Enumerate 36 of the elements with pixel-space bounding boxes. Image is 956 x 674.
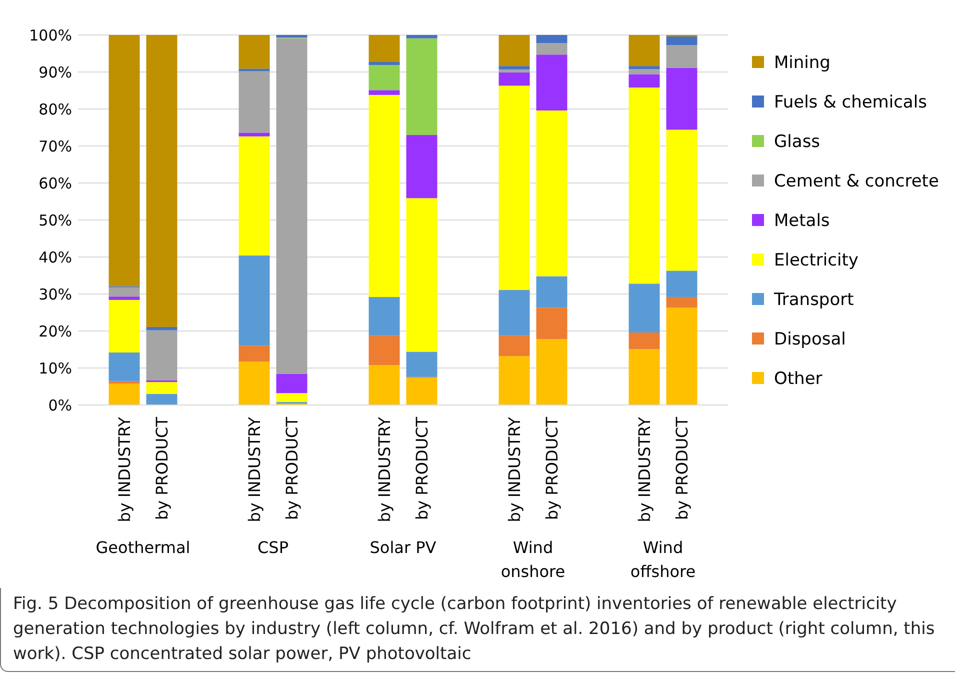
text: CSP [258,538,289,557]
legend-label: Other [774,368,822,389]
x-tick-label: by INDUSTRY [504,416,524,522]
y-tick-label: 20% [38,322,72,340]
legend-label: Mining [774,52,830,73]
legend-label: Disposal [774,329,846,350]
x-tick-label: by INDUSTRY [374,416,394,522]
y-tick-label: 10% [38,359,72,378]
text: Wind offshore [630,538,696,581]
legend-label: Glass [774,132,820,152]
x-tick-label: by PRODUCT [152,416,172,520]
text: Geothermal [96,538,190,557]
y-tick-label: 40% [38,248,72,266]
legend-label: Electricity [774,250,858,270]
y-tick-label: 0% [48,396,72,414]
y-tick-label: 50% [38,211,72,230]
y-tick-label: 80% [38,100,72,118]
x-tick-label: by INDUSTRY [114,416,134,522]
caption: Fig. 5 Decomposition of greenhouse gas life cycle (carbon footprint) inventories of renewable electricity generation technologies by industry (left column, cf. Wolfram et al. 2016) and by product (right column, this work). CSP concentrated solar power, PV photovoltaic [0,588,955,672]
legend-label: Transport [773,290,854,310]
x-tick-label: by PRODUCT [412,416,432,520]
legend-label: Cement & concrete [774,171,939,192]
x-tick-label: by INDUSTRY [244,416,264,522]
text: Solar PV [370,538,436,557]
y-tick-label: 30% [38,285,72,304]
y-tick-label: 70% [38,137,72,156]
x-tick-label: by INDUSTRY [634,416,654,522]
y-tick-label: 60% [38,174,72,192]
y-tick-label: 100% [29,26,72,44]
x-tick-label: by PRODUCT [672,416,692,520]
text: Wind onshore [500,538,566,581]
x-tick-label: by PRODUCT [542,416,562,520]
legend-label: Metals [774,210,830,231]
x-tick-label: by PRODUCT [282,416,302,520]
legend-label: Fuels & chemicals [774,92,928,112]
y-tick-label: 90% [38,63,72,82]
